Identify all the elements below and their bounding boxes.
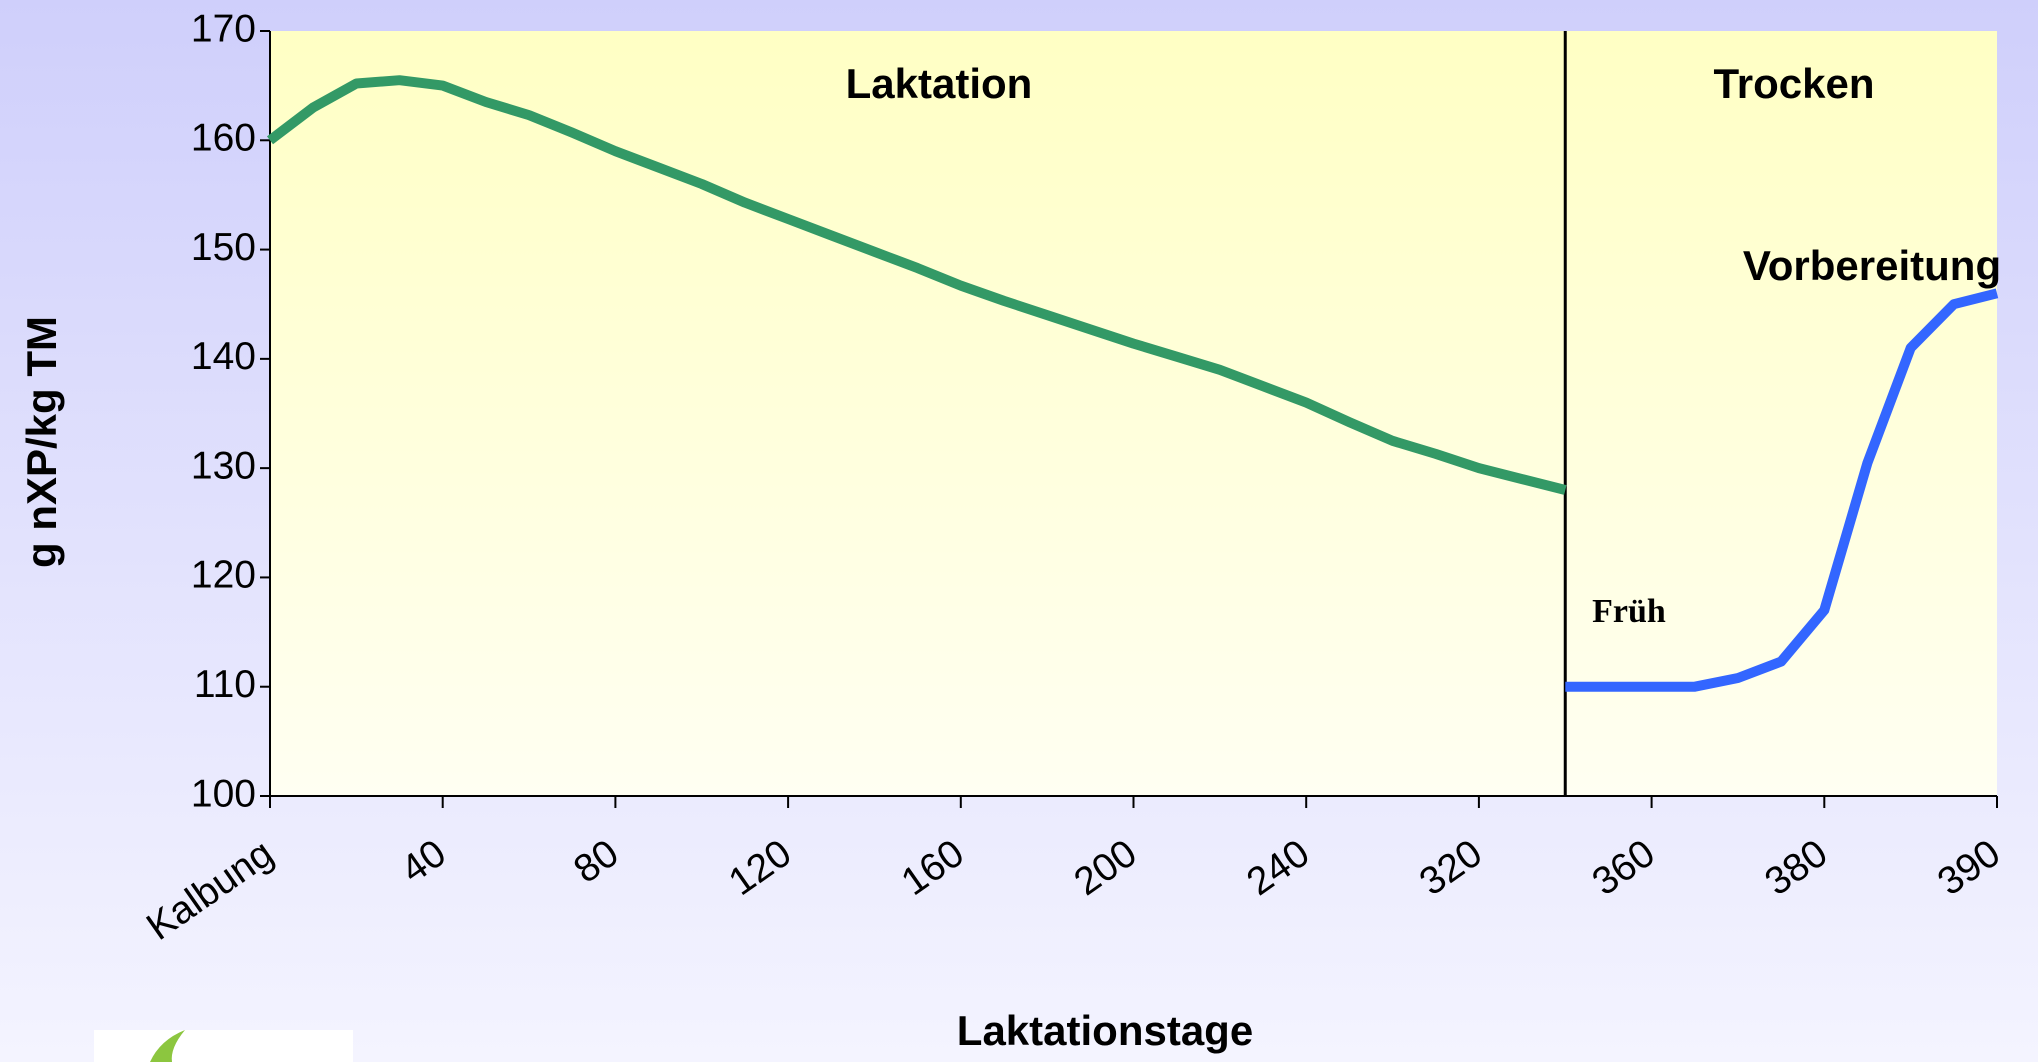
x-tick-label: 120 <box>721 832 799 905</box>
y-tick-label: 120 <box>191 554 256 597</box>
x-axis-title: Laktationstage <box>957 1007 1253 1054</box>
x-tick-label: 320 <box>1412 832 1490 905</box>
x-tick-label: 40 <box>394 832 454 892</box>
x-tick-label: 380 <box>1757 832 1835 905</box>
y-tick-label: 130 <box>191 444 256 487</box>
x-tick-label: 240 <box>1239 832 1317 905</box>
x-tick-label: 160 <box>894 832 972 905</box>
annotation: Früh <box>1592 593 1666 630</box>
y-tick-label: 160 <box>191 117 256 160</box>
annotation: Vorbereitung <box>1743 242 2001 289</box>
y-tick-label: 140 <box>191 335 256 378</box>
line-series <box>266 75 1567 495</box>
x-tick-label: 200 <box>1067 832 1145 905</box>
annotation: Laktation <box>846 60 1033 107</box>
y-tick-label: 110 <box>194 663 256 706</box>
logo <box>94 1030 353 1062</box>
x-tick-label: 390 <box>1930 832 2008 905</box>
logo-leaf <box>150 1030 185 1062</box>
x-tick-label: 80 <box>566 832 626 892</box>
y-axis-title: g nXP/kg TM <box>18 316 65 568</box>
y-tick-label: 170 <box>191 7 256 50</box>
x-tick-label: 360 <box>1585 832 1663 905</box>
line-series <box>1565 288 1999 692</box>
annotation: Trocken <box>1713 60 1874 107</box>
plot-area <box>270 31 1997 796</box>
y-tick-label: 150 <box>191 226 256 269</box>
y-tick-label: 100 <box>191 772 256 815</box>
x-tick-label: Kalbung <box>139 832 281 949</box>
